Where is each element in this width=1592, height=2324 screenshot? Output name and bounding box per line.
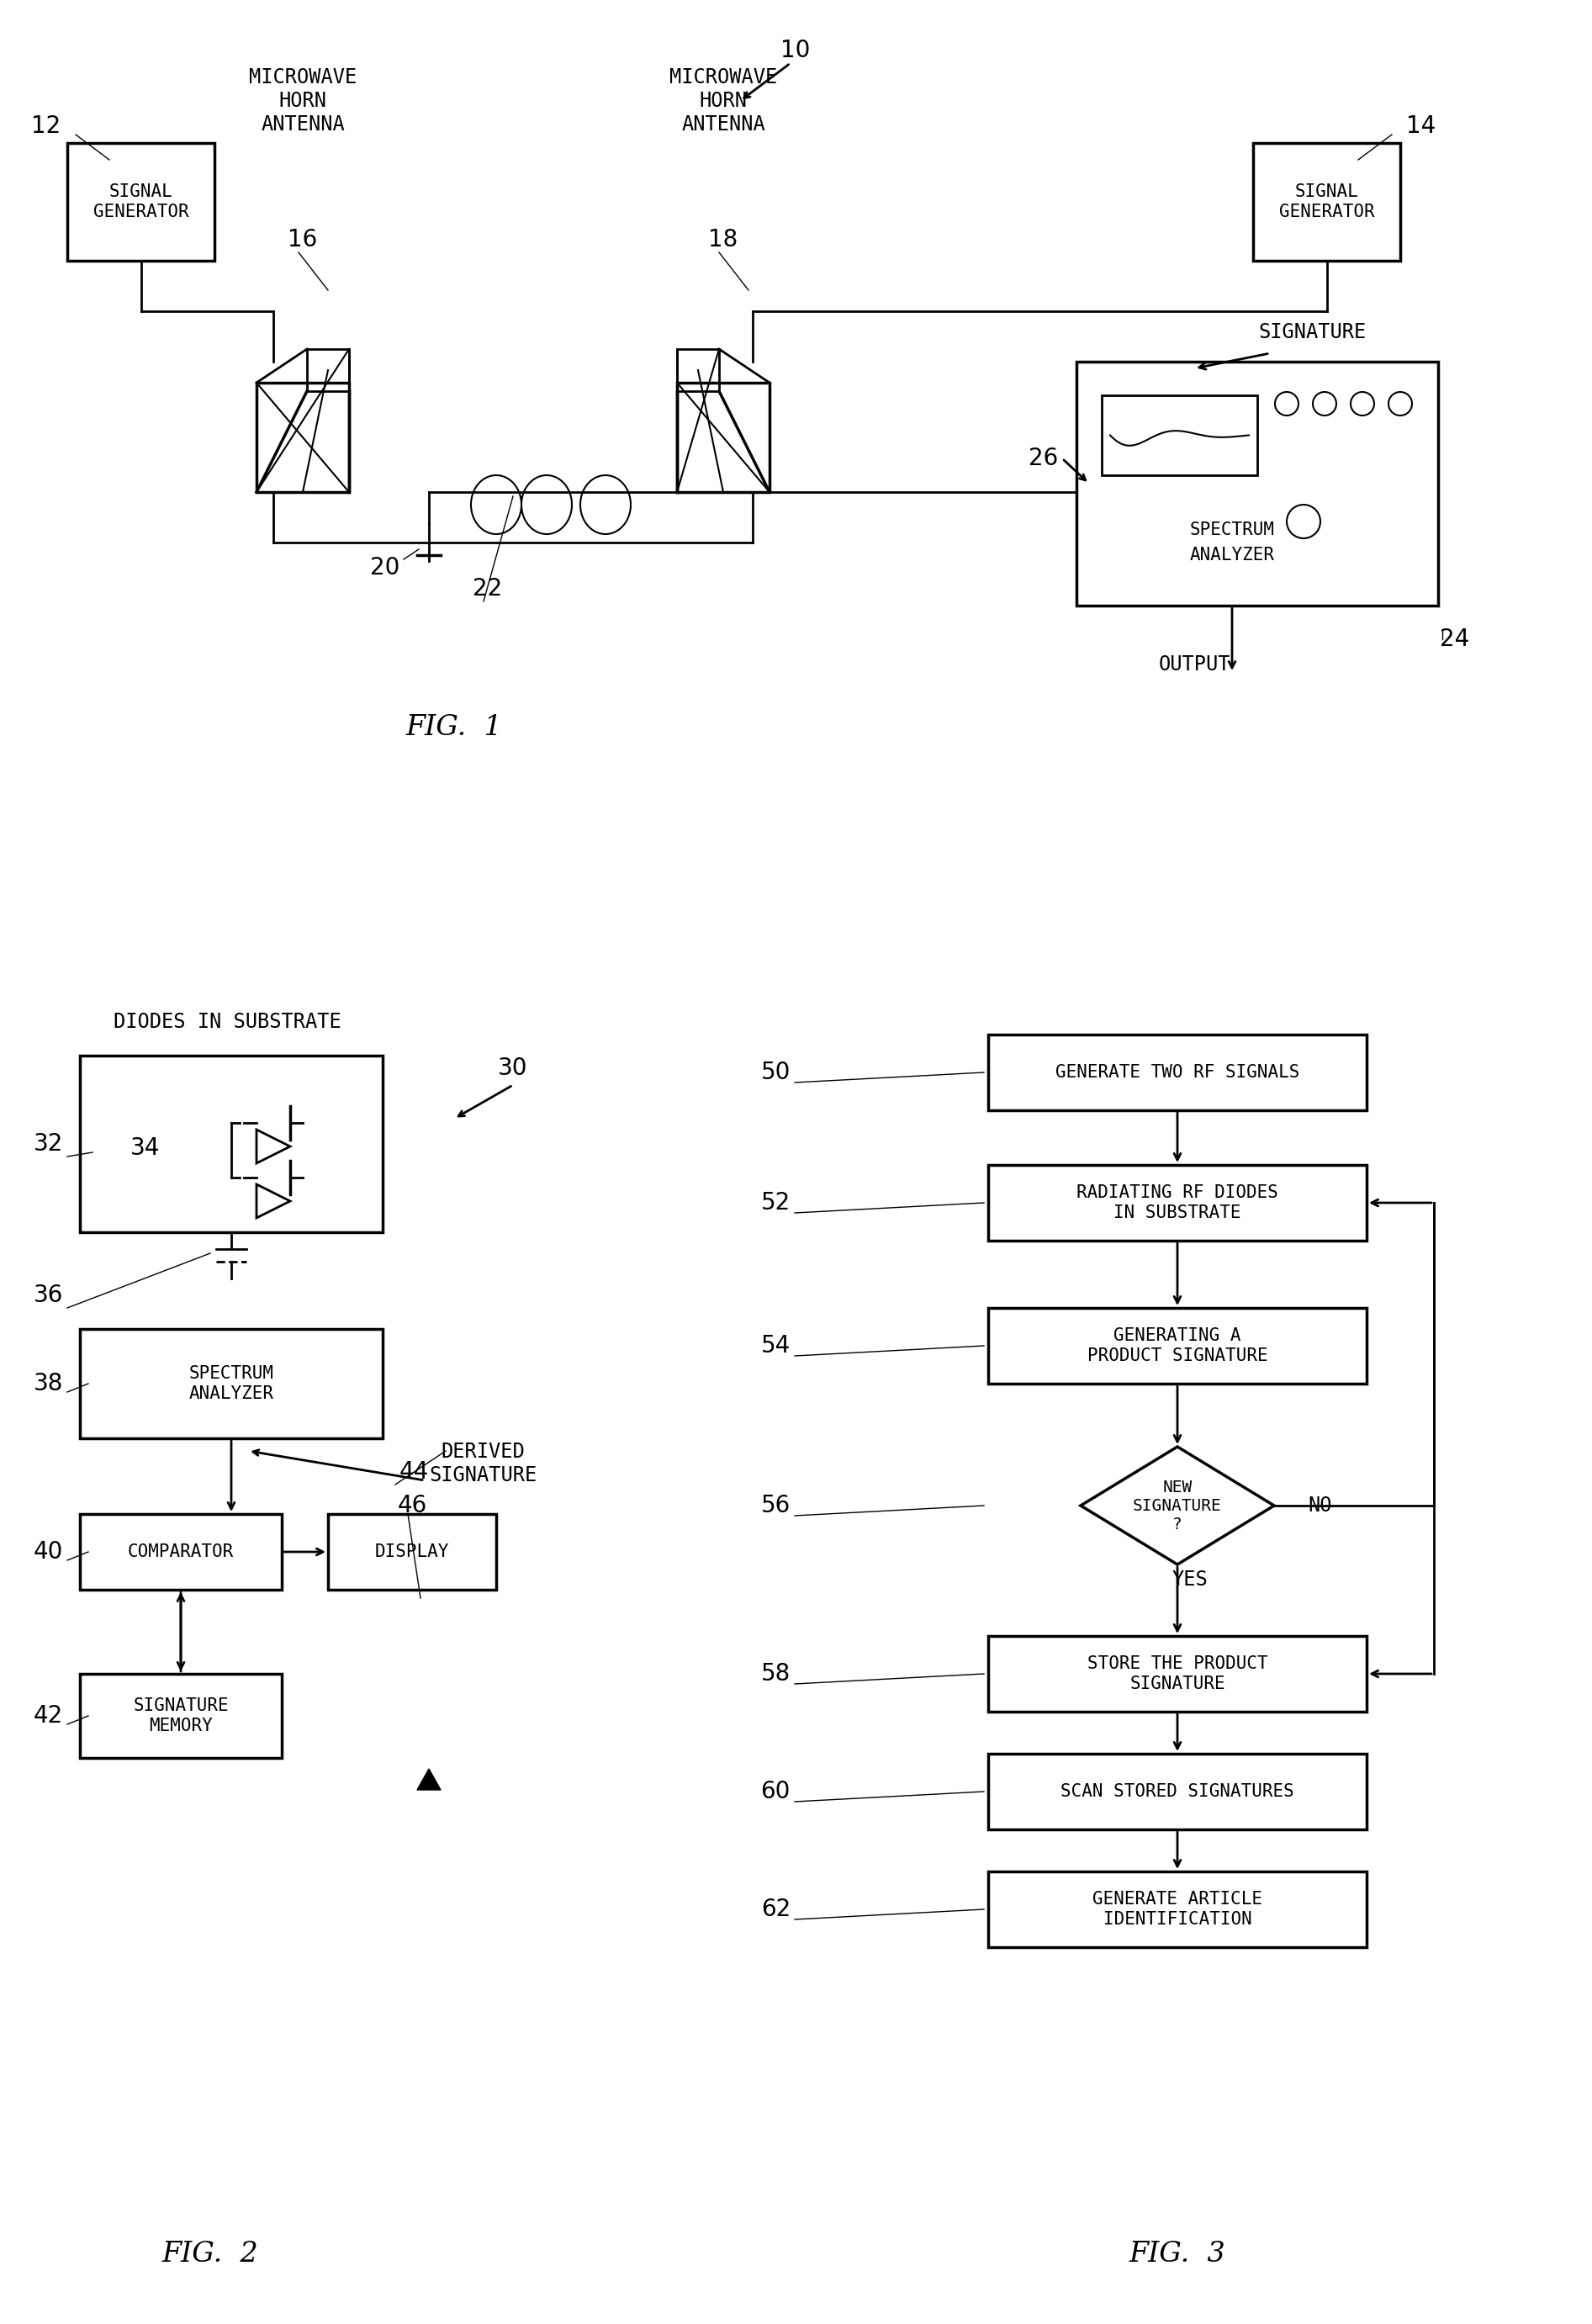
Text: 40: 40 <box>33 1541 64 1564</box>
Text: DIODES IN SUBSTRATE: DIODES IN SUBSTRATE <box>113 1011 341 1032</box>
Text: SPECTRUM
ANALYZER: SPECTRUM ANALYZER <box>189 1367 274 1401</box>
Text: FIG.  1: FIG. 1 <box>406 713 503 741</box>
Bar <box>1253 144 1401 260</box>
Text: SCAN STORED SIGNATURES: SCAN STORED SIGNATURES <box>1060 1783 1294 1801</box>
Text: 26: 26 <box>1028 446 1059 469</box>
Text: RADIATING RF DIODES
IN SUBSTRATE: RADIATING RF DIODES IN SUBSTRATE <box>1076 1185 1278 1220</box>
Text: SIGNATURE: SIGNATURE <box>1258 323 1366 342</box>
Text: 18: 18 <box>708 228 739 251</box>
Bar <box>989 1871 1366 1948</box>
Text: 60: 60 <box>761 1780 791 1803</box>
Text: STORE THE PRODUCT
SIGNATURE: STORE THE PRODUCT SIGNATURE <box>1087 1655 1267 1692</box>
Bar <box>1102 395 1258 474</box>
Text: 38: 38 <box>33 1371 64 1394</box>
Text: GENERATE TWO RF SIGNALS: GENERATE TWO RF SIGNALS <box>1055 1064 1299 1081</box>
Text: GENERATING A
PRODUCT SIGNATURE: GENERATING A PRODUCT SIGNATURE <box>1087 1327 1267 1364</box>
Text: 36: 36 <box>33 1283 64 1306</box>
Polygon shape <box>417 1769 441 1789</box>
Text: 32: 32 <box>33 1132 64 1155</box>
Text: YES: YES <box>1172 1569 1208 1590</box>
Text: NEW
SIGNATURE
?: NEW SIGNATURE ? <box>1134 1478 1221 1532</box>
Text: 12: 12 <box>32 114 60 137</box>
Text: 62: 62 <box>761 1899 791 1922</box>
Text: 16: 16 <box>288 228 317 251</box>
Text: 14: 14 <box>1406 114 1436 137</box>
Bar <box>67 144 215 260</box>
Text: NO: NO <box>1309 1497 1333 1515</box>
Text: OUTPUT: OUTPUT <box>1159 655 1231 674</box>
Text: COMPARATOR: COMPARATOR <box>127 1543 234 1559</box>
Text: 34: 34 <box>131 1136 161 1160</box>
Text: DERIVED
SIGNATURE: DERIVED SIGNATURE <box>428 1441 537 1485</box>
Text: 56: 56 <box>761 1494 791 1518</box>
Bar <box>989 1164 1366 1241</box>
Text: 24: 24 <box>1441 627 1469 651</box>
Bar <box>1076 363 1438 607</box>
Text: SIGNAL
GENERATOR: SIGNAL GENERATOR <box>1278 184 1374 221</box>
Bar <box>80 1055 382 1232</box>
Bar <box>80 1673 282 1757</box>
Bar <box>989 1636 1366 1713</box>
Bar <box>989 1308 1366 1383</box>
Text: FIG.  3: FIG. 3 <box>1129 2240 1226 2268</box>
Text: 58: 58 <box>761 1662 791 1685</box>
Text: GENERATE ARTICLE
IDENTIFICATION: GENERATE ARTICLE IDENTIFICATION <box>1092 1892 1262 1927</box>
Text: SIGNATURE
MEMORY: SIGNATURE MEMORY <box>134 1699 229 1734</box>
Bar <box>80 1513 282 1590</box>
Bar <box>989 1034 1366 1111</box>
Text: 22: 22 <box>473 576 503 600</box>
Text: ANALYZER: ANALYZER <box>1189 546 1275 562</box>
Bar <box>328 1513 497 1590</box>
Text: 44: 44 <box>400 1459 430 1483</box>
Text: 46: 46 <box>398 1494 427 1518</box>
Text: SIGNAL
GENERATOR: SIGNAL GENERATOR <box>92 184 188 221</box>
Text: 54: 54 <box>761 1334 791 1357</box>
Text: 10: 10 <box>780 40 810 63</box>
Text: MICROWAVE
HORN
ANTENNA: MICROWAVE HORN ANTENNA <box>248 67 357 135</box>
Text: 20: 20 <box>369 555 400 579</box>
Text: SPECTRUM: SPECTRUM <box>1189 521 1275 539</box>
Text: MICROWAVE
HORN
ANTENNA: MICROWAVE HORN ANTENNA <box>669 67 777 135</box>
Bar <box>80 1329 382 1439</box>
Text: DISPLAY: DISPLAY <box>376 1543 449 1559</box>
Text: 50: 50 <box>761 1060 791 1085</box>
Bar <box>989 1755 1366 1829</box>
Text: 30: 30 <box>498 1057 529 1081</box>
Text: 42: 42 <box>33 1703 64 1727</box>
Text: 52: 52 <box>761 1190 791 1215</box>
Text: FIG.  2: FIG. 2 <box>162 2240 258 2268</box>
